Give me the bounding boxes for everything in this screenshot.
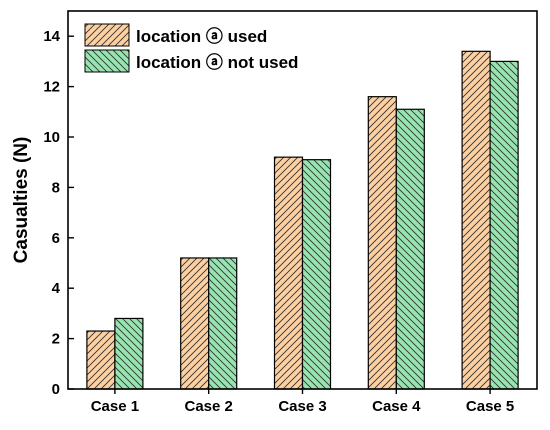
y-tick-label: 8 [52,179,60,196]
ticks-group: Case 1 Case 2 Case 3 Case 4 Case 5 0 2 4 6 8 10 12 1… [43,28,514,415]
bar-used-case-4 [367,96,397,390]
bar-used-case-5 [461,50,491,390]
legend-swatch-not-used [84,49,130,73]
bar-not-used-case-2 [208,257,238,390]
legend-label-not-used: location ⓐ not used [136,52,298,72]
y-tick-label: 14 [43,28,60,45]
x-tick-label: Case 1 [91,398,139,415]
x-tick-label: Case 5 [466,398,514,415]
bar-not-used-case-4 [395,108,425,390]
bar-not-used-case-3 [301,159,332,390]
y-axis-title: Casualties (N) [11,137,32,264]
y-tick-label: 4 [52,280,61,297]
y-tick-label: 0 [52,381,60,398]
legend-label-used: location ⓐ used [136,26,267,46]
x-tick-label: Case 3 [278,398,326,415]
y-tick-label: 2 [52,331,60,348]
y-tick-label: 10 [43,129,60,146]
x-tick-label: Case 4 [372,398,421,415]
bar-used-case-2 [180,257,210,390]
y-tick-label: 6 [52,230,60,247]
bar-not-used-case-1 [114,317,144,390]
plot-frame [67,10,538,390]
y-tick-label: 12 [43,79,60,96]
bar-not-used-case-5 [489,60,519,390]
legend: location ⓐ used location ⓐ not used [84,23,298,73]
bar-used-case-3 [273,156,304,390]
x-tick-label: Case 2 [185,398,233,415]
bar-used-case-1 [86,330,116,390]
legend-swatch-used [84,23,130,47]
bars-group [86,50,519,390]
